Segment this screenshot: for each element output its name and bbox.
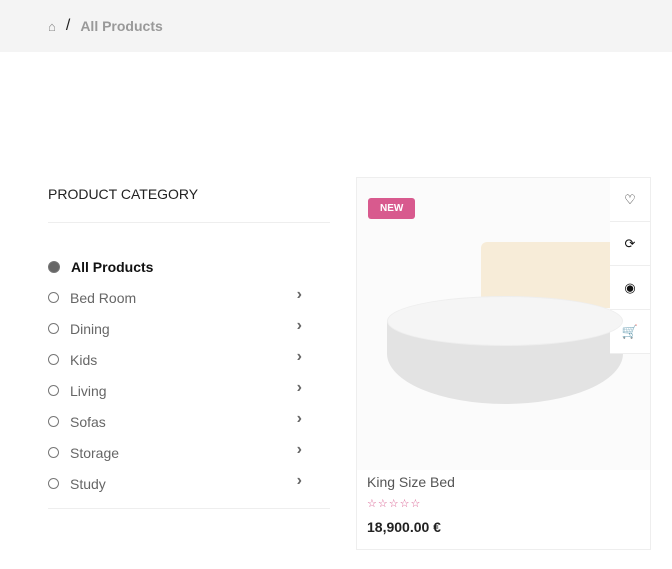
radio-icon[interactable]: [48, 478, 59, 489]
breadcrumb: ⌂ / All Products: [0, 0, 672, 52]
radio-icon[interactable]: [48, 354, 59, 365]
category-label: Kids: [70, 351, 98, 368]
eye-icon[interactable]: ◉: [610, 266, 650, 310]
category-list: All Products Bed Room › Dining › Kids › Liv…: [48, 251, 308, 499]
chevron-right-icon[interactable]: ›: [296, 286, 302, 303]
product-image[interactable]: NEW ♡ ⟳ ◉ 🛒: [357, 178, 650, 470]
category-item-living[interactable]: Living ›: [48, 375, 308, 406]
category-item-dining[interactable]: Dining ›: [48, 313, 308, 344]
category-title: PRODUCT CATEGORY: [48, 186, 199, 202]
category-item-kids[interactable]: Kids ›: [48, 344, 308, 375]
breadcrumb-separator: /: [65, 17, 71, 34]
radio-icon[interactable]: [48, 416, 59, 427]
category-label: Sofas: [70, 413, 106, 430]
radio-icon[interactable]: [48, 323, 59, 334]
new-badge: NEW: [368, 198, 416, 219]
product-price: 18,900.00 €: [367, 519, 441, 535]
breadcrumb-current: All Products: [80, 18, 163, 34]
chevron-right-icon[interactable]: ›: [296, 348, 302, 365]
divider: [48, 508, 330, 509]
category-label: Dining: [70, 320, 110, 337]
radio-icon[interactable]: [48, 447, 59, 458]
divider: [48, 222, 330, 223]
chevron-right-icon[interactable]: ›: [296, 317, 302, 334]
refresh-icon[interactable]: ⟳: [610, 222, 650, 266]
chevron-right-icon[interactable]: ›: [296, 472, 302, 489]
category-label: Study: [70, 475, 106, 492]
radio-icon[interactable]: [48, 385, 59, 396]
radio-icon[interactable]: [48, 292, 59, 303]
heart-icon[interactable]: ♡: [610, 178, 650, 222]
product-actions: ♡ ⟳ ◉ 🛒: [610, 178, 650, 354]
bed-mattress: [387, 296, 623, 346]
category-item-study[interactable]: Study ›: [48, 468, 308, 499]
chevron-right-icon[interactable]: ›: [296, 379, 302, 396]
cart-icon[interactable]: 🛒: [610, 310, 650, 354]
category-label: Bed Room: [70, 289, 137, 306]
radio-icon[interactable]: [48, 260, 60, 273]
chevron-right-icon[interactable]: ›: [296, 410, 302, 427]
category-item-bed-room[interactable]: Bed Room ›: [48, 282, 308, 313]
category-item-all-products[interactable]: All Products: [48, 251, 308, 282]
chevron-right-icon[interactable]: ›: [296, 441, 302, 458]
category-label: All Products: [71, 258, 154, 275]
category-item-sofas[interactable]: Sofas ›: [48, 406, 308, 437]
category-item-storage[interactable]: Storage ›: [48, 437, 308, 468]
category-label: Living: [70, 382, 107, 399]
rating-stars: ☆☆☆☆☆: [367, 498, 422, 510]
product-card[interactable]: NEW ♡ ⟳ ◉ 🛒 King Size Bed ☆☆☆☆☆ 18,900.0…: [356, 177, 651, 550]
category-label: Storage: [70, 444, 120, 461]
product-name[interactable]: King Size Bed: [367, 474, 455, 490]
home-icon[interactable]: ⌂: [48, 18, 56, 34]
